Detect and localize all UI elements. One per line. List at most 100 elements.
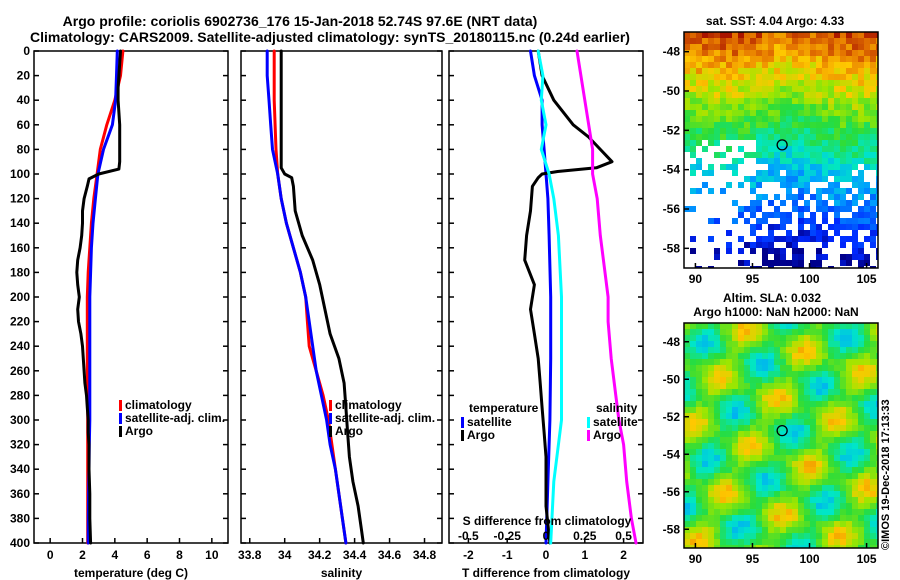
depth-tick-label: 20 <box>17 69 31 83</box>
series-line-salinity-satellite <box>536 49 563 545</box>
depth-tick-label: 320 <box>10 438 30 452</box>
map-y-tick-label: -54 <box>663 163 681 177</box>
series-line-temperature-argo <box>523 49 614 545</box>
map-y-tick-label: -52 <box>663 123 681 137</box>
map-x-tick-label: 100 <box>800 552 820 566</box>
map-x-tick-label: 90 <box>689 552 703 566</box>
depth-tick-label: 120 <box>10 192 30 206</box>
depth-tick-label: 280 <box>10 388 30 402</box>
map-y-tick-label: -48 <box>663 45 681 59</box>
map-y-tick-label: -58 <box>663 241 681 255</box>
map-x-tick-label: 100 <box>800 272 820 286</box>
argo-location-marker <box>776 139 788 151</box>
legend-swatch <box>587 417 590 428</box>
x-tick-label: 34 <box>278 548 292 562</box>
map-y-tick-label: -50 <box>663 372 681 386</box>
x-axis-label: T difference from climatology <box>462 566 630 580</box>
series-line-salinity-argo <box>575 49 638 545</box>
depth-tick-label: 100 <box>10 167 30 181</box>
x-tick-label: 33.8 <box>238 548 262 562</box>
x-tick-label: 2 <box>79 548 86 562</box>
depth-tick-label: 300 <box>10 413 30 427</box>
depth-tick-label: 360 <box>10 487 30 501</box>
legend-label: climatology <box>125 398 192 412</box>
map-y-tick-label: -50 <box>663 84 681 98</box>
x-tick-label: 0 <box>543 548 550 562</box>
depth-tick-label: 180 <box>10 265 30 279</box>
map-y-tick-label: -56 <box>663 202 681 216</box>
map-x-tick-label: 105 <box>857 552 877 566</box>
x-tick-label: 34.8 <box>413 548 437 562</box>
legend-label: satellite <box>467 415 512 429</box>
x-tick-label: 2 <box>620 548 627 562</box>
top-tick-label: 0.25 <box>573 529 597 543</box>
x-axis-label: salinity <box>321 566 363 580</box>
map-x-tick-label: 95 <box>746 552 760 566</box>
legend-swatch <box>329 413 332 424</box>
x-tick-label: 34.4 <box>343 548 367 562</box>
x-tick-label: -2 <box>463 548 474 562</box>
depth-tick-label: 140 <box>10 216 30 230</box>
legend-label: Argo <box>593 428 621 442</box>
top-tick-label: 0.5 <box>615 529 632 543</box>
depth-tick-label: 400 <box>10 536 30 550</box>
legend-label: Argo <box>335 424 363 438</box>
legend-swatch <box>329 400 332 411</box>
top-tick-label: -0.25 <box>494 529 522 543</box>
figure-title-line2: Climatology: CARS2009. Satellite-adjuste… <box>30 29 630 45</box>
x-tick-label: 6 <box>144 548 151 562</box>
legend-label: climatology <box>335 398 402 412</box>
salinity-panel: 33.8 34 34.2 34.4 34.6 34.8 salinity climatolog… <box>238 49 443 580</box>
depth-tick-label: 60 <box>17 118 31 132</box>
legend-label: satellite-adj. clim. <box>125 411 225 425</box>
x-tick-label: 34.2 <box>308 548 332 562</box>
legend-temperature-title: temperature <box>469 401 539 415</box>
x-tick-label: 10 <box>205 548 219 562</box>
top-tick-label: 0 <box>543 529 550 543</box>
map-y-tick-label: -58 <box>663 522 681 536</box>
x-tick-label: 1 <box>581 548 588 562</box>
x-tick-label: 8 <box>176 548 183 562</box>
x-tick-label: -1 <box>502 548 513 562</box>
temperature-panel: 0 2 4 6 8 10 temperature (deg C) climatologysat… <box>33 49 229 580</box>
legend-label: satellite-adj. clim. <box>335 411 435 425</box>
depth-tick-label: 80 <box>17 142 31 156</box>
sla-map-title-line1: Altim. SLA: 0.032 <box>723 291 821 305</box>
map-y-tick-label: -56 <box>663 485 681 499</box>
map-y-tick-label: -54 <box>663 447 681 461</box>
x-tick-label: 4 <box>111 548 118 562</box>
depth-tick-label: 200 <box>10 290 30 304</box>
legend-swatch <box>119 426 122 437</box>
depth-tick-label: 260 <box>10 364 30 378</box>
depth-tick-label: 220 <box>10 315 30 329</box>
map-y-tick-label: -52 <box>663 410 681 424</box>
map-cells <box>684 32 878 268</box>
depth-tick-label: 240 <box>10 339 30 353</box>
sst-map-title: sat. SST: 4.04 Argo: 4.33 <box>706 14 845 28</box>
difference-panel: -2 -1 0 1 2 T difference from climatology S di… <box>448 49 644 580</box>
x-axis-label: temperature (deg C) <box>74 566 188 580</box>
plot-frame <box>33 50 229 544</box>
series-line-argo <box>279 49 365 545</box>
map-x-tick-label: 95 <box>746 272 760 286</box>
series-line-climatology <box>85 49 125 545</box>
depth-tick-label: 380 <box>10 511 30 525</box>
figure-title-line1: Argo profile: coriolis 6902736_176 15-Ja… <box>63 13 538 29</box>
map-x-tick-label: 105 <box>857 272 877 286</box>
legend-swatch <box>461 417 464 428</box>
legend-swatch <box>461 430 464 441</box>
depth-axis-ticks: 0 20 40 60 80 100 120 140 160 180 200 220 240 260 280 3… <box>10 44 30 550</box>
legend-salinity-title: salinity <box>596 401 638 415</box>
sst-map: 90 95 100 105 -48 -50 -52 -54 -56 -58 <box>663 31 879 286</box>
top-tick-label: -0.5 <box>458 529 479 543</box>
legend-swatch <box>119 400 122 411</box>
sla-map-title-line2: Argo h1000: NaN h2000: NaN <box>693 305 858 319</box>
legend-label: Argo <box>125 424 153 438</box>
map-cells <box>684 323 878 548</box>
map-frame <box>683 31 879 269</box>
x-tick-label: 34.6 <box>378 548 402 562</box>
legend-swatch <box>587 430 590 441</box>
x-tick-label: 0 <box>47 548 54 562</box>
legend-label: Argo <box>467 428 495 442</box>
legend-swatch <box>329 426 332 437</box>
